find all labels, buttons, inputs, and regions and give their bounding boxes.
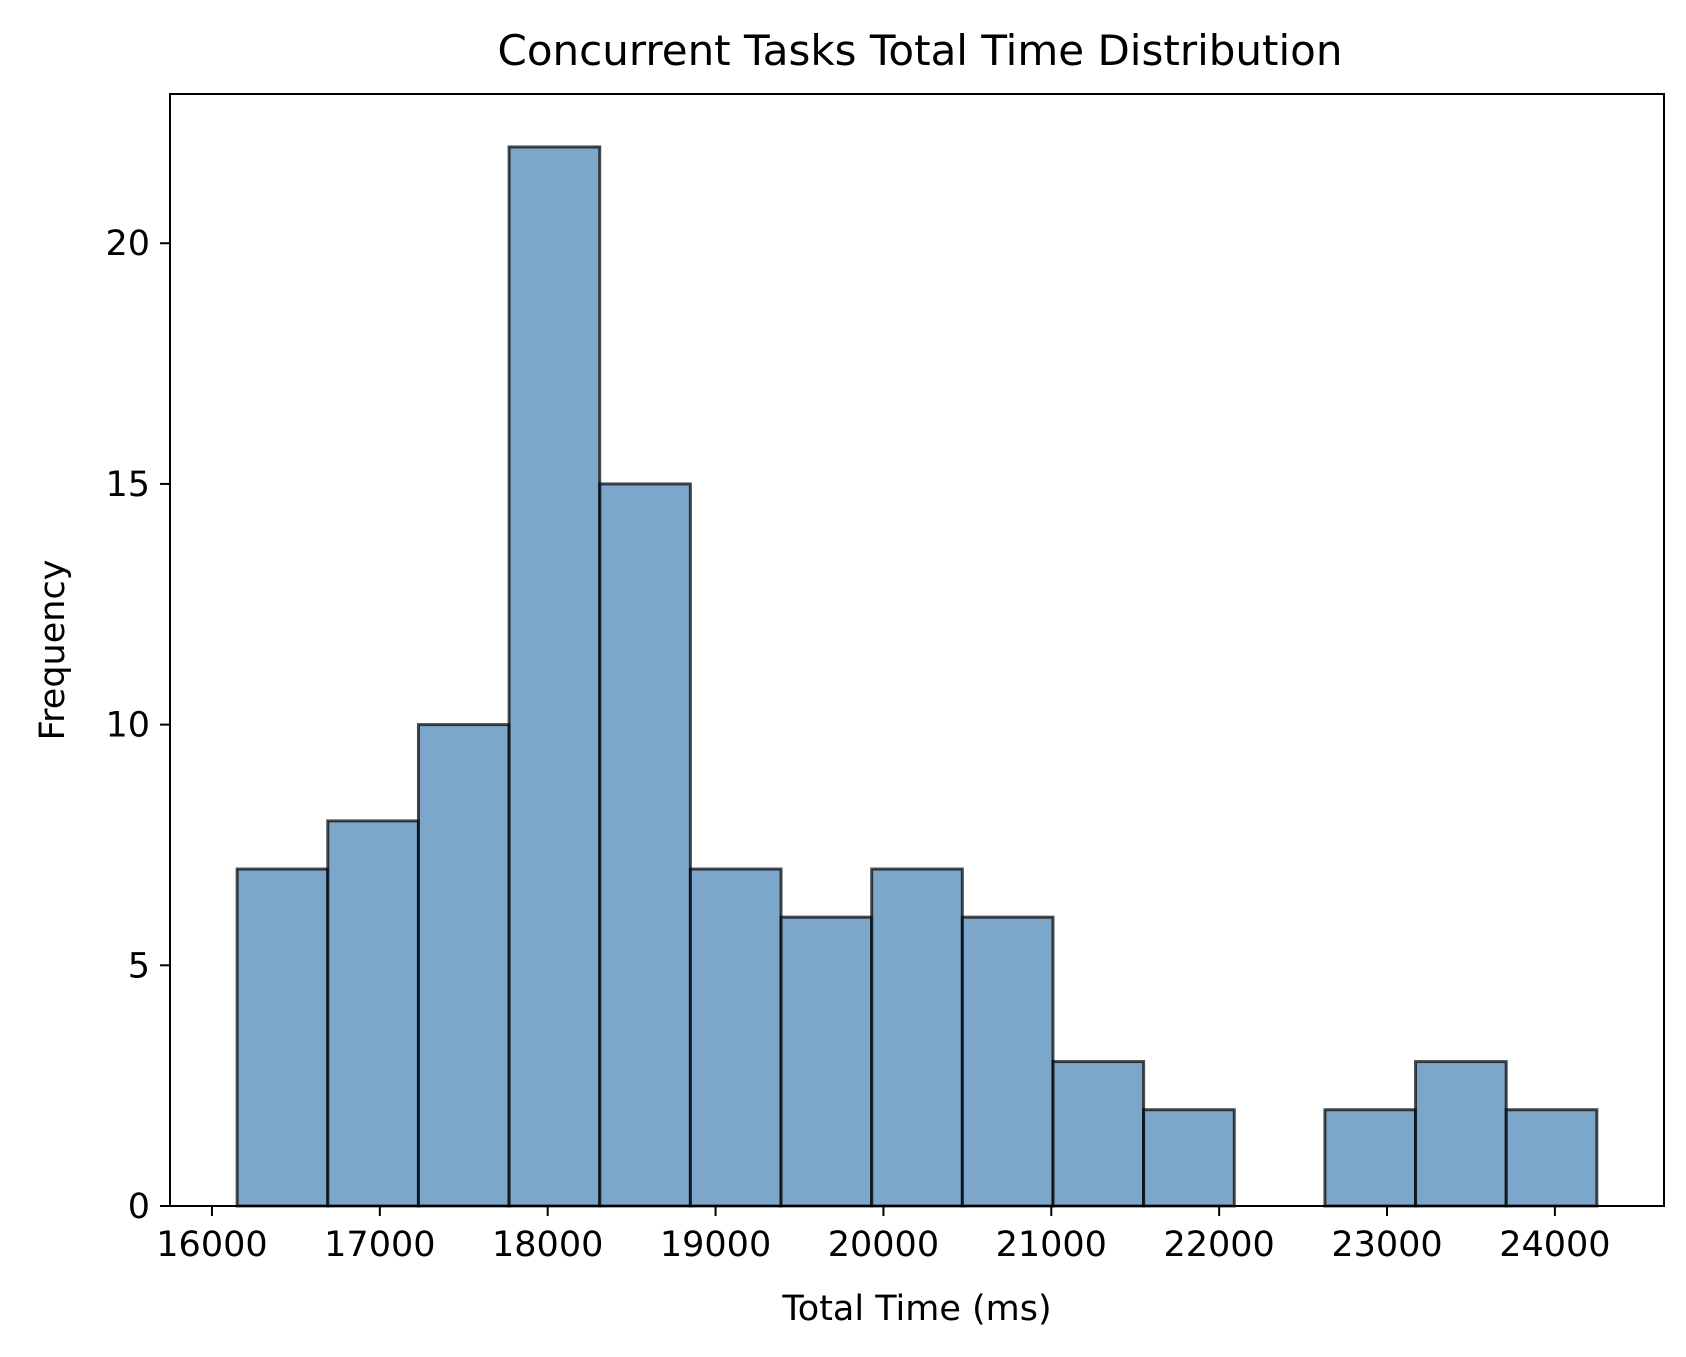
y-tick-label: 5 xyxy=(128,946,150,986)
y-tick-label: 20 xyxy=(105,224,150,264)
histogram-bar-12 xyxy=(1323,1108,1418,1208)
histogram-bar-8 xyxy=(960,915,1055,1208)
histogram-bar-1 xyxy=(326,819,420,1208)
histogram-bar-7 xyxy=(870,867,964,1208)
y-axis-label: Frequency xyxy=(33,560,73,741)
histogram-bar-4 xyxy=(598,482,692,1208)
x-tick-label: 24000 xyxy=(1499,1225,1610,1265)
plot-frame xyxy=(169,93,1665,1207)
x-tick-label: 23000 xyxy=(1331,1225,1442,1265)
histogram-bar-14 xyxy=(1504,1108,1599,1208)
x-tick-label: 17000 xyxy=(324,1225,435,1265)
histogram-bar-10 xyxy=(1142,1108,1236,1208)
y-axis-ticks: 0 5 10 15 20 xyxy=(105,224,170,1227)
x-tick-label: 22000 xyxy=(1163,1225,1274,1265)
chart-title: Concurrent Tasks Total Time Distribution xyxy=(498,26,1343,75)
histogram-bar-13 xyxy=(1414,1060,1508,1208)
bars-group xyxy=(235,145,1599,1208)
histogram-bar-3 xyxy=(507,145,602,1208)
histogram-bar-6 xyxy=(779,915,874,1208)
histogram-bar-0 xyxy=(235,867,330,1208)
y-tick-label: 15 xyxy=(105,465,150,505)
histogram-bar-9 xyxy=(1051,1060,1146,1208)
x-tick-label: 19000 xyxy=(660,1225,771,1265)
x-tick-label: 18000 xyxy=(492,1225,603,1265)
x-tick-label: 21000 xyxy=(996,1225,1107,1265)
y-tick-label: 0 xyxy=(128,1187,150,1227)
x-axis-label: Total Time (ms) xyxy=(781,1289,1051,1329)
histogram-bar-2 xyxy=(416,723,511,1208)
x-axis-ticks: 16000 17000 18000 19000 20000 21000 22000 23000… xyxy=(156,1206,1611,1265)
y-tick-label: 10 xyxy=(105,706,150,746)
x-tick-label: 16000 xyxy=(156,1225,267,1265)
x-tick-label: 20000 xyxy=(828,1225,939,1265)
histogram-bar-5 xyxy=(688,867,783,1208)
